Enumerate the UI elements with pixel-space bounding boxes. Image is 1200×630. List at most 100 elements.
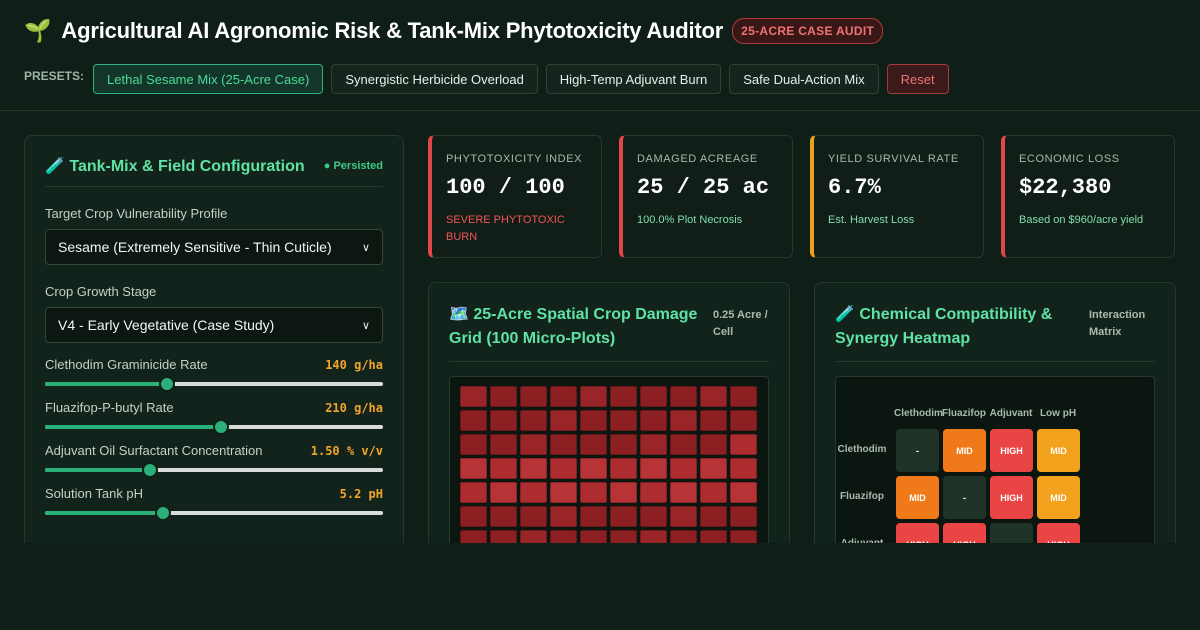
adjuvant-concentration-slider[interactable]	[45, 462, 383, 478]
stat-subtext: Est. Harvest Loss	[828, 214, 915, 226]
micro-plot-cell[interactable]	[550, 434, 577, 455]
micro-plot-cell[interactable]	[730, 458, 757, 479]
stat-label: ECONOMIC LOSS	[1019, 153, 1120, 165]
growth-stage-select[interactable]: V4 - Early Vegetative (Case Study) ∨	[45, 307, 383, 343]
preset-high-temp-burn-button[interactable]: High-Temp Adjuvant Burn	[545, 64, 722, 94]
clethodim-rate-slider[interactable]	[45, 376, 383, 392]
heatmap-cell[interactable]: MID	[1037, 476, 1080, 519]
heatmap-cell[interactable]: MID	[1037, 429, 1080, 472]
micro-plot-cell[interactable]	[490, 410, 517, 431]
micro-plot-cell[interactable]	[640, 482, 667, 503]
micro-plot-cell[interactable]	[610, 434, 637, 455]
micro-plot-cell[interactable]	[550, 386, 577, 407]
micro-plot-cell[interactable]	[700, 410, 727, 431]
micro-plot-cell[interactable]	[670, 458, 697, 479]
micro-plot-cell[interactable]	[670, 410, 697, 431]
micro-plot-cell[interactable]	[580, 434, 607, 455]
micro-plot-cell[interactable]	[640, 458, 667, 479]
micro-plot-cell[interactable]	[490, 458, 517, 479]
micro-plot-cell[interactable]	[550, 410, 577, 431]
micro-plot-cell[interactable]	[610, 506, 637, 527]
micro-plot-cell[interactable]	[730, 410, 757, 431]
heatmap-cell[interactable]: -	[943, 476, 986, 519]
micro-plot-cell[interactable]	[460, 386, 487, 407]
stat-value: $22,380	[1019, 175, 1112, 200]
phytotoxicity-index-card: PHYTOTOXICITY INDEX 100 / 100 SEVERE PHY…	[428, 135, 602, 258]
heatmap-cell[interactable]: MID	[943, 429, 986, 472]
micro-plot-cell[interactable]	[550, 482, 577, 503]
micro-plot-cell[interactable]	[670, 386, 697, 407]
micro-plot-cell[interactable]	[460, 506, 487, 527]
slider-thumb[interactable]	[158, 376, 175, 392]
micro-plot-cell[interactable]	[610, 386, 637, 407]
preset-synergistic-overload-button[interactable]: Synergistic Herbicide Overload	[331, 64, 538, 94]
fluazifop-rate-slider[interactable]	[45, 419, 383, 435]
micro-plot-cell[interactable]	[700, 434, 727, 455]
micro-plot-cell[interactable]	[640, 434, 667, 455]
micro-plot-cell[interactable]	[580, 410, 607, 431]
micro-plot-cell[interactable]	[640, 410, 667, 431]
fluazifop-rate-value: 210 g/ha	[325, 401, 383, 415]
micro-plot-cell[interactable]	[520, 410, 547, 431]
micro-plot-cell[interactable]	[490, 482, 517, 503]
stat-label: PHYTOTOXICITY INDEX	[446, 153, 583, 165]
micro-plot-cell[interactable]	[490, 434, 517, 455]
preset-lethal-sesame-button[interactable]: Lethal Sesame Mix (25-Acre Case)	[93, 64, 324, 94]
tank-ph-value: 5.2 pH	[339, 487, 383, 501]
chevron-down-icon: ∨	[361, 241, 370, 254]
presets-label: PRESETS:	[24, 69, 85, 83]
micro-plot-cell[interactable]	[550, 506, 577, 527]
micro-plot-cell[interactable]	[670, 482, 697, 503]
micro-plot-cell[interactable]	[460, 458, 487, 479]
micro-plot-cell[interactable]	[610, 410, 637, 431]
micro-plot-cell[interactable]	[580, 482, 607, 503]
micro-plot-cell[interactable]	[520, 434, 547, 455]
micro-plot-cell[interactable]	[610, 482, 637, 503]
heatmap-cell[interactable]: -	[896, 429, 939, 472]
micro-plot-cell[interactable]	[700, 506, 727, 527]
micro-plot-cell[interactable]	[520, 458, 547, 479]
clethodim-rate-control: Clethodim Graminicide Rate 140 g/ha	[45, 357, 383, 392]
slider-thumb[interactable]	[141, 462, 158, 478]
micro-plot-cell[interactable]	[490, 386, 517, 407]
heatmap-column-label: Low pH	[1039, 408, 1077, 419]
micro-plot-cell[interactable]	[700, 482, 727, 503]
micro-plot-cell[interactable]	[580, 506, 607, 527]
micro-plot-cell[interactable]	[460, 410, 487, 431]
heatmap-cell[interactable]: HIGH	[990, 429, 1033, 472]
micro-plot-cell[interactable]	[670, 434, 697, 455]
micro-plot-cell[interactable]	[580, 458, 607, 479]
heatmap-cell[interactable]: HIGH	[990, 476, 1033, 519]
tank-ph-slider[interactable]	[45, 505, 383, 521]
stat-value: 25 / 25 ac	[637, 175, 770, 200]
stat-subtext: 100.0% Plot Necrosis	[637, 214, 743, 226]
fluazifop-rate-control: Fluazifop-P-butyl Rate 210 g/ha	[45, 400, 383, 435]
growth-stage-label: Crop Growth Stage	[45, 284, 157, 299]
heatmap-cell[interactable]: MID	[896, 476, 939, 519]
micro-plot-cell[interactable]	[460, 434, 487, 455]
micro-plot-cell[interactable]	[490, 506, 517, 527]
micro-plot-cell[interactable]	[520, 386, 547, 407]
micro-plot-cell[interactable]	[640, 386, 667, 407]
slider-thumb[interactable]	[212, 419, 229, 435]
reset-button[interactable]: Reset	[886, 64, 949, 94]
micro-plot-cell[interactable]	[520, 482, 547, 503]
micro-plot-cell[interactable]	[520, 506, 547, 527]
micro-plot-cell[interactable]	[730, 386, 757, 407]
micro-plot-cell[interactable]	[460, 482, 487, 503]
micro-plot-cell[interactable]	[580, 386, 607, 407]
micro-plot-cell[interactable]	[700, 458, 727, 479]
micro-plot-cell[interactable]	[610, 458, 637, 479]
micro-plot-cell[interactable]	[550, 458, 577, 479]
damage-grid-header: 🗺️ 25-Acre Spatial Crop Damage Grid (100…	[449, 303, 769, 362]
micro-plot-cell[interactable]	[730, 482, 757, 503]
slider-thumb[interactable]	[155, 505, 172, 521]
preset-safe-dual-action-button[interactable]: Safe Dual-Action Mix	[729, 64, 879, 94]
micro-plot-cell[interactable]	[670, 506, 697, 527]
micro-plot-cell[interactable]	[730, 506, 757, 527]
micro-plot-cell[interactable]	[730, 434, 757, 455]
crop-profile-select[interactable]: Sesame (Extremely Sensitive - Thin Cutic…	[45, 229, 383, 265]
micro-plot-cell[interactable]	[700, 386, 727, 407]
micro-plot-cell[interactable]	[640, 506, 667, 527]
crop-profile-value: Sesame (Extremely Sensitive - Thin Cutic…	[58, 239, 332, 255]
